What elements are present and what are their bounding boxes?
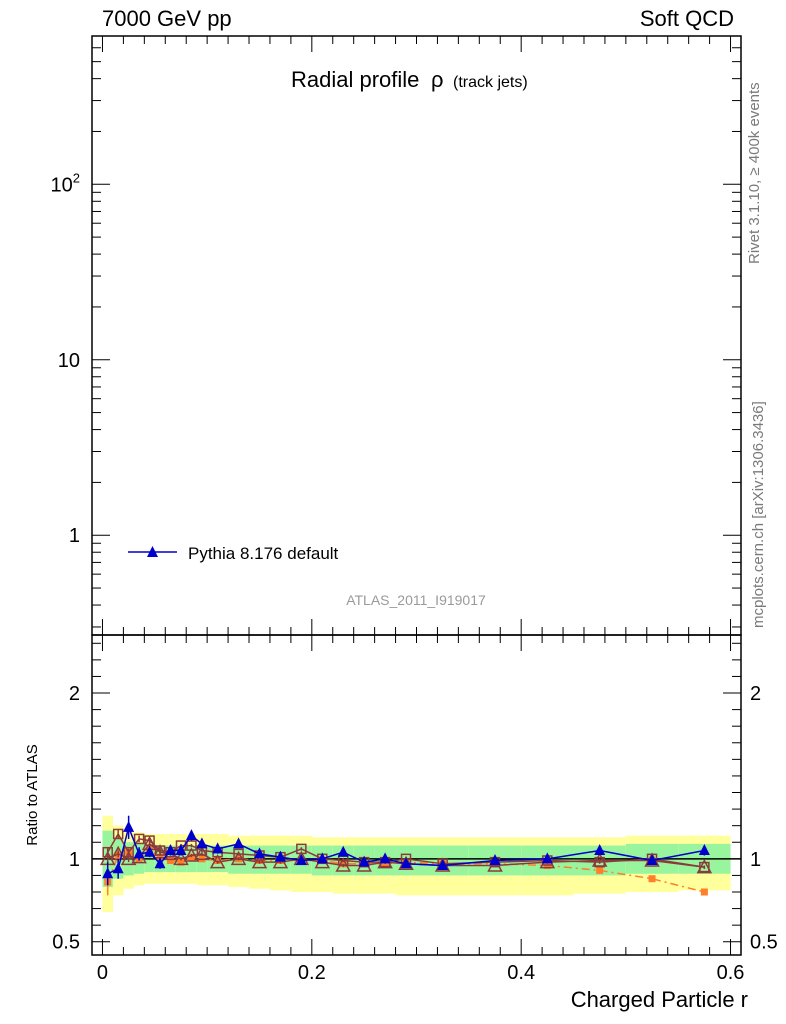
data-point-open-triangle	[230, 850, 247, 866]
data-point-triangle	[594, 844, 606, 856]
main-y-tick-label: 10	[58, 350, 80, 372]
analysis-watermark: ATLAS_2011_I919017	[346, 592, 486, 608]
data-point-triangle	[274, 850, 286, 862]
ratio-y-tick-label-right: 1	[750, 849, 761, 871]
data-point-triangle	[400, 857, 412, 869]
x-tick-label: 0.2	[298, 962, 326, 984]
x-axis-label: Charged Particle r	[571, 987, 748, 1012]
main-panel-axes: 1 10 102	[51, 35, 742, 636]
plot-title: Radial profile	[291, 67, 419, 92]
series-line	[107, 832, 705, 868]
data-point-open-square	[112, 828, 124, 840]
mcplots-reference-label: mcplots.cern.ch [arXiv:1306.3436]	[750, 401, 767, 628]
data-point-square	[167, 856, 175, 864]
data-point-triangle	[154, 857, 166, 869]
ratio-y-tick-label-right: 0.5	[750, 932, 778, 954]
data-point-triangle	[175, 844, 187, 856]
header-right-label: Soft QCD	[639, 6, 734, 31]
data-point-open-triangle	[194, 845, 210, 861]
data-point-square	[177, 858, 185, 866]
data-point-triangle	[165, 844, 177, 856]
legend-label: Pythia 8.176 default	[188, 544, 339, 563]
data-point-triangle	[646, 853, 658, 865]
data-point-triangle	[212, 842, 224, 854]
data-point-triangle	[698, 844, 710, 856]
data-point-triangle	[253, 847, 265, 859]
data-point-open-triangle	[696, 859, 713, 874]
ratio-y-axis-label: Ratio to ATLAS	[24, 744, 41, 845]
ratio-y-tick-label-left: 2	[69, 683, 80, 705]
data-point-open-square	[133, 833, 145, 845]
data-point-triangle	[379, 852, 391, 864]
plot-title-symbol: ρ	[431, 67, 444, 92]
data-point-triangle	[144, 845, 156, 857]
ratio-panel-axes: 0.5 0.5 1 1 2 2 0 0.2 0.4 0.6	[52, 634, 778, 984]
data-point-triangle	[185, 829, 197, 841]
x-tick-label: 0.6	[717, 962, 745, 984]
ratio-series-layer	[99, 815, 713, 896]
data-point-triangle	[541, 852, 553, 864]
data-point-triangle	[102, 867, 114, 879]
data-point-triangle	[489, 853, 501, 865]
x-tick-label: 0.4	[507, 962, 535, 984]
header-left-label: 7000 GeV pp	[102, 6, 232, 31]
series-filled-triangle	[102, 815, 710, 886]
legend: Pythia 8.176 default	[128, 544, 339, 563]
data-point-triangle	[358, 855, 370, 867]
data-point-open-triangle	[591, 852, 608, 867]
main-y-tick-label: 102	[51, 170, 80, 196]
ratio-y-tick-label-left: 1	[69, 849, 80, 871]
data-point-square	[700, 888, 708, 896]
data-point-triangle	[437, 858, 449, 870]
series-line	[107, 847, 705, 893]
data-point-open-triangle	[209, 854, 226, 869]
x-tick-label: 0	[97, 962, 108, 984]
data-point-triangle	[316, 852, 328, 864]
plot-title-suffix: (track jets)	[453, 74, 528, 91]
data-point-open-triangle	[120, 850, 137, 866]
data-point-open-triangle	[251, 854, 268, 869]
data-point-triangle	[123, 820, 135, 832]
ratio-panel-frame	[91, 634, 742, 956]
data-point-triangle	[337, 845, 349, 857]
ratio-y-tick-label-left: 0.5	[52, 932, 80, 954]
main-y-tick-label: 1	[69, 525, 80, 547]
data-point-triangle	[233, 837, 245, 849]
data-point-square	[596, 866, 604, 874]
data-point-open-triangle	[183, 847, 200, 862]
data-point-open-triangle	[335, 857, 351, 872]
data-point-triangle	[196, 837, 208, 849]
data-point-triangle	[133, 847, 145, 859]
legend-triangle-marker	[147, 546, 158, 557]
data-point-triangle	[295, 853, 307, 865]
series-line	[107, 842, 705, 868]
data-point-open-triangle	[173, 850, 189, 866]
data-point-square	[648, 875, 656, 883]
data-point-triangle	[112, 862, 124, 874]
rivet-version-label: Rivet 3.1.10, ≥ 400k events	[746, 82, 763, 264]
ratio-y-tick-label-right: 2	[750, 683, 761, 705]
